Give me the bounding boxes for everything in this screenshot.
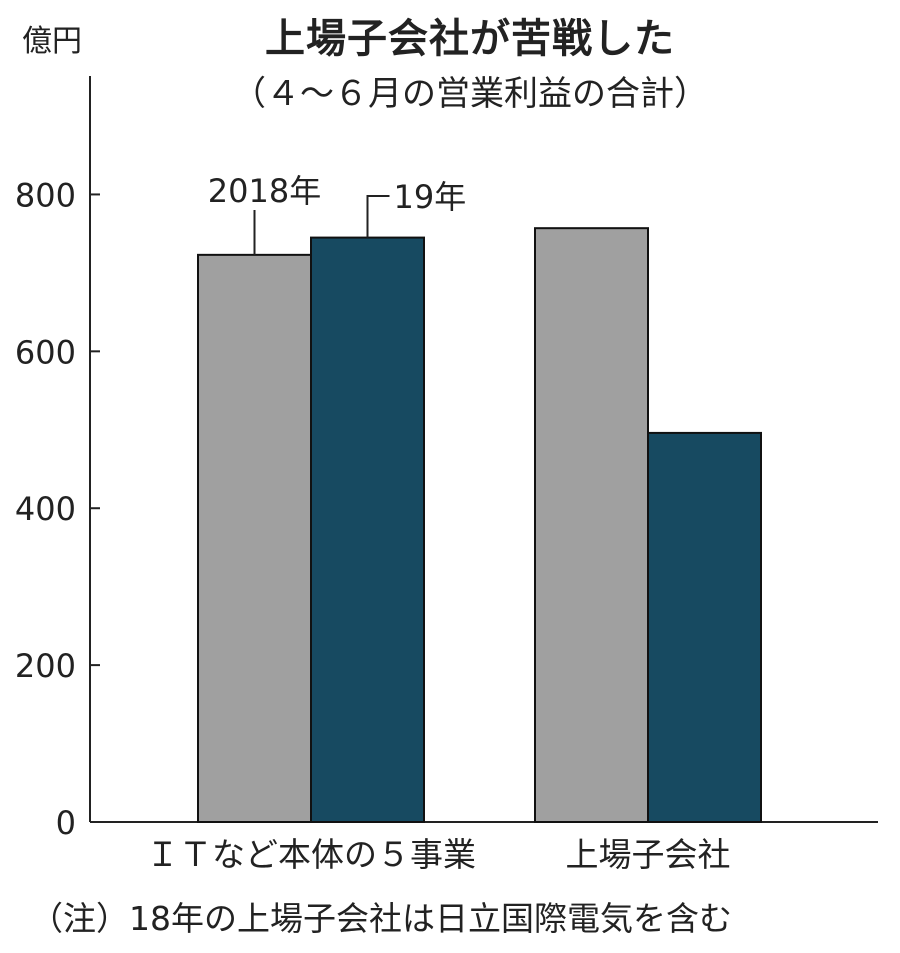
bar-2018-listed-subsidiaries — [534, 227, 649, 824]
unit-label: 億円 — [22, 24, 82, 59]
x-category-label: ＩＴなど本体の５事業 — [146, 835, 476, 874]
y-tick-label: 400 — [15, 490, 76, 528]
y-tick-label: 600 — [15, 333, 76, 371]
chart-title: 上場子会社が苦戦した — [265, 16, 675, 62]
y-tick-label: 0 — [56, 804, 76, 842]
footnote: （注）18年の上場子会社は日立国際電気を含む — [30, 899, 732, 938]
y-tick-label: 800 — [15, 176, 76, 214]
legend-label-2018: 2018年 — [208, 172, 321, 210]
chart-subtitle: （４～６月の営業利益の合計） — [232, 74, 708, 114]
x-category-label: 上場子会社 — [566, 835, 731, 874]
legend-leader-2019 — [366, 195, 390, 238]
bar-2018-it-core — [197, 253, 312, 823]
y-tick-label: 200 — [15, 647, 76, 685]
bar-2019-it-core — [310, 236, 425, 824]
legend-label-2019: 19年 — [394, 178, 467, 216]
bar-2019-listed-subsidiaries — [647, 431, 762, 823]
